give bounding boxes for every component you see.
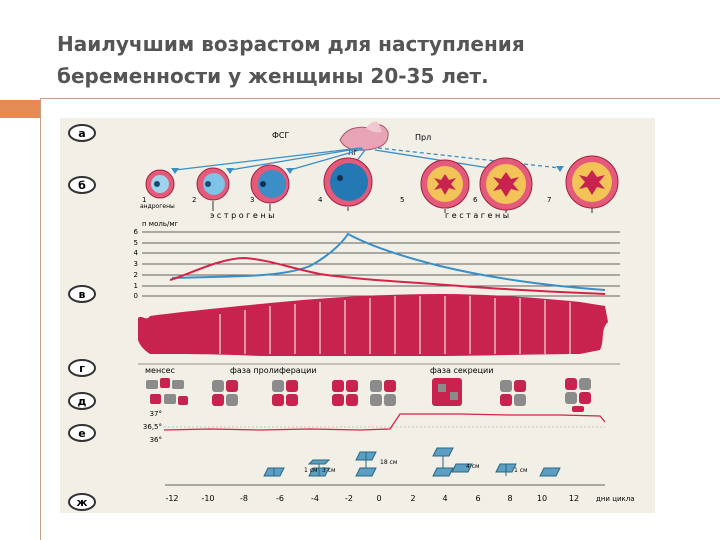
hormone-unit-label: п моль/мг — [142, 220, 179, 228]
slide-title: Наилучшим возрастом для наступления бере… — [57, 28, 657, 92]
day-tick-12: 12 — [569, 494, 579, 503]
corpus-luteum-3 — [565, 155, 619, 209]
follicle-number-6: 6 — [473, 196, 478, 204]
cell-cluster-3 — [272, 380, 298, 406]
temp-tick-37: 37° — [150, 410, 162, 418]
vertical-rule — [40, 98, 41, 540]
day-tick-10: 10 — [537, 494, 547, 503]
androgens-label: андрогены — [140, 203, 175, 210]
gestagen-curve — [169, 256, 606, 295]
follicle-number-2: 2 — [192, 196, 196, 204]
cell-cluster-8 — [565, 378, 591, 412]
cell-cluster-7 — [500, 380, 526, 406]
mucus-label-1cm-right: 1 см — [514, 467, 528, 474]
cycle-axis-label: дни цикла — [596, 495, 635, 503]
mucus-label-1cm-left: 1 см — [304, 467, 318, 474]
panel-label-v: в — [79, 288, 86, 301]
day-tick-minus-4: -4 — [311, 494, 319, 503]
horizontal-rule — [40, 98, 720, 99]
panel-label-d: д — [78, 395, 87, 408]
panel-label-zh: ж — [77, 496, 88, 509]
y-tick-6: 6 — [134, 228, 139, 236]
slide-title-line-2: беременности у женщины 20-35 лет. — [57, 64, 489, 88]
mucus-label-3cm: 3 см — [322, 467, 336, 474]
mucus-label-18cm: 18 см — [380, 459, 397, 466]
day-tick-6: 6 — [475, 494, 480, 503]
corpus-luteum-2 — [479, 157, 533, 211]
day-tick-minus-10: -10 — [201, 494, 214, 503]
y-tick-2: 2 — [134, 271, 138, 279]
day-tick-2: 2 — [410, 494, 415, 503]
slide-title-line-1: Наилучшим возрастом для наступления — [57, 32, 525, 56]
y-tick-1: 1 — [134, 282, 138, 290]
follicle-number-7: 7 — [547, 196, 551, 204]
panel-label-b: б — [78, 179, 86, 192]
hormone-graph-gridlines — [142, 231, 620, 297]
accent-bar — [0, 100, 40, 118]
follicle-number-3: 3 — [250, 196, 254, 204]
proliferation-label: фаза пролиферации — [230, 366, 317, 375]
cell-smears — [146, 378, 591, 412]
menses-label: менсес — [145, 366, 175, 375]
panel-label-g: г — [79, 362, 85, 375]
estrogens-label: э с т р о г е н ы — [210, 211, 274, 220]
cell-cluster-6 — [432, 378, 462, 406]
cervical-mucus-markers — [263, 447, 561, 477]
day-tick-minus-6: -6 — [276, 494, 284, 503]
y-tick-3: 3 — [134, 260, 138, 268]
panel-label-a: а — [78, 127, 85, 140]
follicle-number-1: 1 — [142, 196, 146, 204]
basal-temperature-curve — [163, 413, 606, 431]
hormone-arrows — [174, 147, 561, 171]
follicle-row — [145, 155, 619, 211]
cell-cluster-2 — [212, 380, 238, 406]
cell-cluster-4 — [332, 380, 358, 406]
day-tick-4: 4 — [442, 494, 447, 503]
cell-cluster-1 — [146, 378, 188, 405]
temp-tick-36: 36° — [150, 436, 162, 444]
day-tick-8: 8 — [507, 494, 512, 503]
menstrual-cycle-figure: а б в г д е ж ФСГ ЛГ Прл — [60, 118, 655, 513]
y-tick-0: 0 — [134, 292, 138, 300]
corpus-luteum-1 — [420, 159, 470, 209]
lh-label: ЛГ — [348, 149, 358, 157]
day-tick-minus-2: -2 — [345, 494, 353, 503]
gestagens-label: г е с т а г е н ы — [445, 211, 509, 220]
fsh-label: ФСГ — [272, 131, 289, 140]
pituitary-gland-icon — [339, 121, 389, 151]
day-tick-0: 0 — [376, 494, 381, 503]
prl-label: Прл — [415, 133, 431, 142]
panel-label-e: е — [78, 427, 85, 440]
estrogen-curve — [171, 232, 606, 291]
follicle-number-5: 5 — [400, 196, 404, 204]
y-tick-4: 4 — [134, 249, 139, 257]
temp-tick-36-5: 36,5° — [143, 423, 162, 431]
y-tick-5: 5 — [134, 239, 138, 247]
endometrium-glands — [219, 296, 571, 354]
endometrium-band — [138, 294, 608, 356]
mucus-label-4cm: 4 см — [466, 463, 480, 470]
secretion-arrows — [212, 201, 593, 213]
day-tick-minus-8: -8 — [240, 494, 248, 503]
secretion-label: фаза секреции — [430, 366, 493, 375]
cell-cluster-5 — [370, 380, 396, 406]
follicle-number-4: 4 — [318, 196, 323, 204]
panel-labels: а б в г д е ж — [68, 124, 96, 511]
day-tick-minus-12: -12 — [165, 494, 178, 503]
